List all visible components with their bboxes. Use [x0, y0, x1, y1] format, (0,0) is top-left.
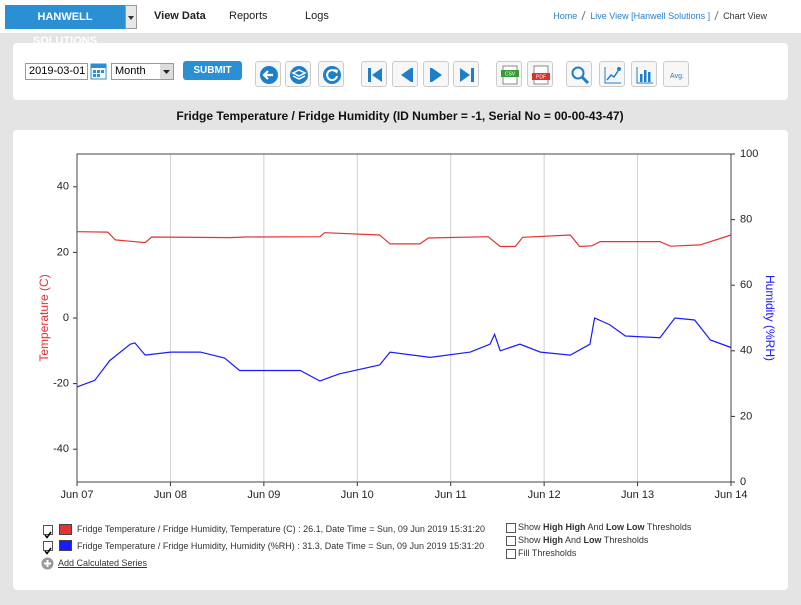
add-icon[interactable] [41, 557, 54, 570]
period-value: Month [115, 65, 146, 77]
y2-axis-label: Humidity (%RH) [763, 275, 777, 361]
next-button[interactable] [423, 61, 449, 87]
y-axis-label: Temperature (C) [37, 274, 51, 361]
x-tick-label: Jun 07 [60, 489, 93, 501]
series-checkbox[interactable] [43, 541, 53, 555]
threshold-text: And [563, 535, 584, 545]
series-line [76, 231, 732, 248]
threshold-text: And [585, 522, 607, 532]
csv-button[interactable]: CSV [496, 61, 522, 87]
avg-label: Avg. [670, 73, 684, 80]
threshold-text: Thresholds [601, 535, 649, 545]
breadcrumb: Home Live View [Hanwell Solutions ] Chart … [553, 11, 767, 21]
last-button[interactable] [453, 61, 479, 87]
x-tick-label: Jun 11 [435, 489, 467, 501]
x-tick-label: Jun 08 [154, 489, 187, 501]
layers-button[interactable] [285, 61, 311, 87]
nav-item[interactable]: Logs [305, 10, 329, 22]
chart-panel [13, 130, 788, 590]
y-tick-label: 40 [57, 181, 69, 193]
y2-tick-label: 100 [740, 148, 758, 160]
brand-dropdown[interactable] [125, 5, 137, 29]
y2-tick-label: 60 [740, 279, 752, 291]
y-tick-label: -40 [53, 443, 69, 455]
threshold-checkbox[interactable] [506, 536, 516, 546]
nav-item[interactable]: Reports [229, 10, 268, 22]
x-tick-label: Jun 09 [247, 489, 280, 501]
y-tick-label: -20 [53, 378, 69, 390]
x-tick-label: Jun 13 [621, 489, 654, 501]
y2-tick-label: 20 [740, 410, 752, 422]
threshold-text: Show [518, 522, 544, 532]
threshold-checkbox[interactable] [506, 523, 516, 533]
csv-label: CSV [505, 72, 516, 78]
series-line [76, 317, 732, 388]
bars-button[interactable] [631, 61, 657, 87]
brand-button[interactable]: HANWELL SOLUTIONS [5, 5, 125, 47]
trend-button[interactable] [599, 61, 625, 87]
threshold-option[interactable]: Fill Thresholds [518, 548, 576, 558]
threshold-option[interactable]: Show High High And Low Low Thresholds [518, 522, 691, 532]
threshold-text: Low [583, 535, 602, 545]
x-tick-label: Jun 12 [528, 489, 561, 501]
add-series-link[interactable]: Add Calculated Series [58, 558, 148, 568]
y2-tick-label: 80 [740, 214, 752, 226]
threshold-text: Show [518, 535, 544, 545]
y-tick-label: 20 [57, 246, 69, 258]
nav-item[interactable]: View Data [154, 10, 206, 22]
y2-tick-label: 40 [740, 345, 752, 357]
prev-button[interactable] [392, 61, 418, 87]
threshold-checkbox[interactable] [506, 549, 516, 559]
calendar-icon[interactable] [90, 62, 107, 80]
legend-entry: Fridge Temperature / Fridge Humidity, Hu… [77, 541, 485, 551]
pdf-button[interactable]: PDF [527, 61, 553, 87]
legend-swatch [59, 540, 72, 551]
crumb-link[interactable]: Home [553, 11, 578, 21]
crumb-current: Chart View [723, 11, 767, 21]
refresh-button[interactable] [318, 61, 344, 87]
series-checkbox[interactable] [43, 525, 53, 539]
threshold-text: High High [543, 522, 586, 532]
back-button[interactable] [255, 61, 281, 87]
submit-button[interactable]: SUBMIT [183, 61, 242, 80]
pdf-label: PDF [536, 75, 546, 81]
threshold-text: Fill Thresholds [518, 548, 577, 558]
period-select[interactable]: Month [111, 63, 174, 80]
chart-title: Fridge Temperature / Fridge Humidity (ID… [176, 109, 623, 123]
legend-entry: Fridge Temperature / Fridge Humidity, Te… [77, 524, 485, 534]
x-tick-label: Jun 10 [341, 489, 374, 501]
zoom-button[interactable] [566, 61, 592, 87]
threshold-text: Low Low [606, 522, 645, 532]
threshold-text: Thresholds [644, 522, 692, 532]
plot-border [76, 153, 732, 483]
avg-button[interactable]: Avg. [663, 61, 689, 87]
threshold-text: High [543, 535, 564, 545]
x-tick-label: Jun 14 [714, 489, 747, 501]
date-input[interactable]: 2019-03-01 [25, 63, 88, 80]
y2-tick-label: 0 [740, 476, 746, 488]
chart: Fridge Temperature / Fridge Humidity (ID… [37, 109, 777, 501]
crumb-link[interactable]: Live View [Hanwell Solutions ] [590, 11, 711, 21]
first-button[interactable] [361, 61, 387, 87]
legend-swatch [59, 524, 72, 535]
threshold-option[interactable]: Show High And Low Thresholds [518, 535, 648, 545]
y-tick-label: 0 [63, 312, 69, 324]
top-bar: HANWELL SOLUTIONS View Data Reports Logs… [0, 0, 801, 47]
